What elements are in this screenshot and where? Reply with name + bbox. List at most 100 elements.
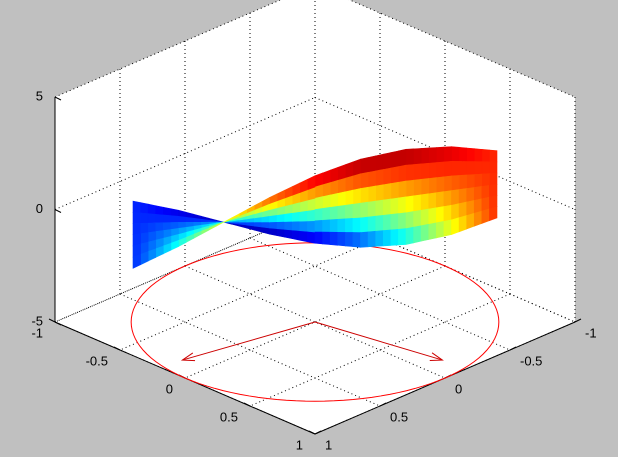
surface-patch [405, 179, 414, 198]
surface-patch [329, 218, 339, 233]
surface-patch [291, 211, 301, 222]
z-tick-label: 5 [36, 88, 43, 103]
surface-patch [322, 169, 331, 186]
surface-patch [291, 220, 301, 231]
arrow-shaft [314, 321, 443, 361]
surface-patch [322, 207, 331, 221]
surface-patch [284, 229, 293, 240]
surface-patch [360, 216, 369, 233]
surface-patch [390, 213, 399, 231]
surface-patch [436, 146, 445, 163]
z-tick [54, 209, 62, 213]
surface-patch [375, 199, 384, 217]
surface-patch [367, 200, 376, 218]
surface-patch [352, 202, 361, 219]
surface-patch [352, 158, 361, 177]
surface-patch [322, 231, 331, 245]
surface-patch [436, 161, 445, 178]
surface-patch [345, 203, 354, 220]
surface-patch [405, 211, 414, 229]
surface-patch [322, 194, 331, 209]
surface-patch [489, 172, 498, 186]
surface-patch [398, 164, 407, 183]
surface-patch [155, 213, 164, 224]
y-tick [509, 346, 517, 351]
surface-patch [436, 191, 445, 209]
surface-patch [420, 208, 430, 227]
surface-patch [261, 221, 270, 229]
surface-patch [390, 181, 399, 200]
surface-patch [458, 188, 467, 204]
x-tick-label: 0 [166, 381, 173, 396]
surface-patch [428, 192, 437, 210]
y-tick-label: -1 [585, 325, 597, 340]
surface-patch [193, 217, 202, 223]
surface-patch [473, 186, 483, 201]
surface-patch [458, 161, 467, 176]
x-tick [308, 430, 316, 435]
surface-patch [451, 217, 460, 235]
surface-patch [466, 200, 475, 216]
arrow [180, 321, 316, 362]
surface-patch [443, 146, 452, 163]
surface-patch [329, 193, 339, 208]
surface-patch [314, 219, 323, 233]
surface-patch [398, 228, 407, 246]
surface-patch [337, 164, 346, 181]
z-tick-label: 0 [36, 201, 43, 216]
surface-patch [443, 160, 452, 178]
surface-patch [307, 231, 316, 244]
surface-patch [398, 196, 407, 214]
surface-patch [466, 174, 475, 189]
surface-patch [451, 161, 460, 177]
surface-patch [466, 161, 475, 176]
surface-patch [140, 222, 149, 234]
surface-patch [367, 170, 376, 188]
surface-patch [413, 194, 422, 212]
surface-patch [360, 172, 369, 189]
surface-patch [329, 231, 339, 246]
surface-patch [466, 212, 475, 230]
surface-patch [367, 185, 376, 203]
surface-patch [314, 231, 323, 245]
surface-patch [314, 196, 323, 210]
z-tick [54, 96, 62, 101]
surface-patch [473, 161, 483, 175]
surface-patch [398, 180, 407, 199]
surface-patch [390, 228, 399, 246]
surface-patch [367, 155, 376, 173]
surface-patch [276, 213, 285, 223]
surface-patch [413, 179, 422, 197]
surface-patch [140, 202, 149, 214]
surface-patch [163, 206, 172, 216]
surface-patch [276, 228, 285, 238]
surface-patch [345, 161, 354, 179]
surface-patch [140, 212, 149, 224]
y-tick [379, 402, 387, 407]
surface-patch [428, 207, 437, 225]
surface-patch [155, 222, 164, 232]
surface-patch [458, 215, 467, 233]
surface-patch [291, 229, 301, 241]
surface-patch [382, 167, 392, 186]
surface-patch [360, 201, 369, 219]
surface-patch [428, 162, 437, 179]
surface-patch [352, 217, 361, 233]
surface-patch [360, 231, 369, 248]
surface-patch [352, 188, 361, 205]
y-tick-label: -0.5 [520, 353, 542, 368]
surface-patch [398, 148, 407, 167]
surface-patch [405, 195, 414, 214]
surface-patch [481, 161, 490, 175]
x-tick [48, 318, 56, 323]
surface-patch [436, 176, 445, 194]
surface-patch [375, 230, 384, 247]
surface-patch [329, 167, 339, 184]
surface-patch [337, 177, 346, 194]
surface-patch [322, 219, 331, 233]
x-tick-label: -0.5 [86, 353, 108, 368]
surface-patch [413, 148, 422, 165]
surface-patch [284, 212, 293, 222]
surface-patch [284, 221, 293, 231]
